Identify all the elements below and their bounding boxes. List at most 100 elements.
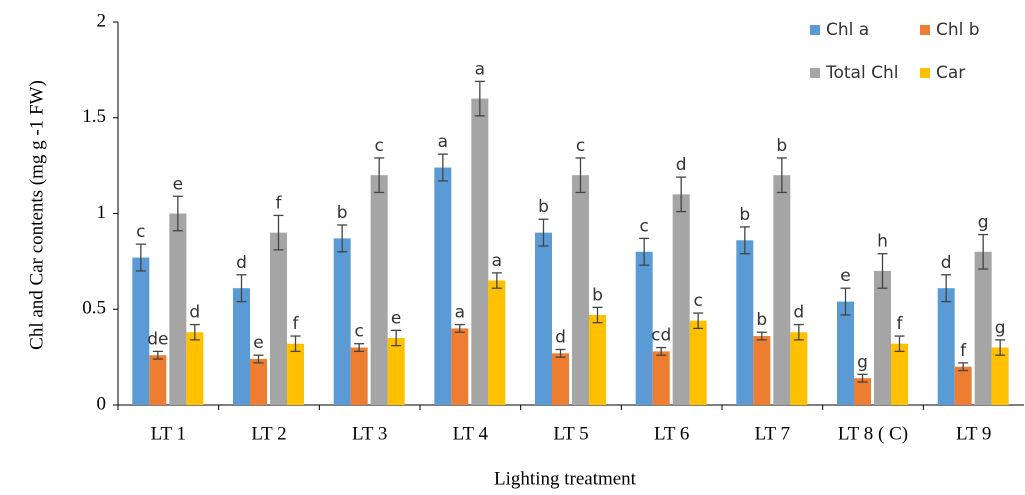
significance-letter: e: [253, 333, 263, 353]
error-bar: [739, 226, 750, 255]
y-tick-label: 1: [97, 202, 107, 223]
significance-letter: b: [538, 197, 549, 217]
significance-letter: e: [840, 266, 850, 286]
significance-letter: d: [676, 155, 687, 175]
bar: [370, 175, 388, 405]
error-bar: [555, 348, 566, 358]
significance-letter: a: [438, 132, 448, 152]
bar: [572, 175, 589, 405]
x-tick-label: LT 9: [956, 423, 991, 444]
significance-letter: c: [374, 136, 383, 156]
significance-letter: d: [793, 303, 804, 323]
x-tick-label: LT 6: [654, 423, 689, 444]
significance-letter: b: [756, 310, 767, 330]
significance-letter: d: [555, 327, 566, 347]
significance-letter: a: [475, 59, 485, 79]
significance-letter: f: [276, 193, 283, 213]
y-axis-title: Chl and Car contents (mg g -1 FW): [26, 80, 47, 350]
bar: [689, 320, 707, 405]
bar: [451, 328, 469, 405]
error-bar: [354, 343, 365, 353]
bar: [991, 347, 1009, 405]
bar: [974, 251, 992, 405]
legend-label: Car: [936, 63, 965, 83]
significance-letter: b: [592, 285, 603, 305]
error-bar: [236, 274, 247, 303]
error-bar: [941, 274, 952, 303]
x-tick-label: LT 4: [453, 423, 489, 444]
significance-letter: d: [189, 303, 200, 323]
significance-letter: d: [941, 253, 952, 273]
error-bar: [337, 224, 348, 253]
bar: [434, 167, 452, 405]
bar: [773, 175, 791, 405]
bar: [874, 270, 891, 405]
error-bar: [538, 218, 549, 247]
legend-swatch: [810, 68, 820, 78]
significance-letter: b: [337, 203, 348, 223]
y-tick-label: 1.5: [82, 106, 106, 127]
x-tick-label: LT 7: [755, 423, 790, 444]
error-bar: [894, 335, 905, 353]
bar: [233, 288, 250, 405]
error-bar: [978, 233, 989, 270]
significance-letter: f: [897, 314, 904, 334]
error-bar: [877, 253, 888, 289]
x-tick-label: LT 8 ( C): [838, 423, 908, 444]
error-bar: [374, 157, 385, 194]
x-tick-label: LT 5: [553, 423, 588, 444]
bar: [552, 353, 569, 405]
bar: [350, 347, 368, 405]
legend-swatch: [920, 25, 930, 35]
error-bar: [592, 306, 603, 324]
bar: [635, 251, 653, 405]
bar: [891, 343, 908, 405]
significance-letter: cd: [651, 326, 671, 346]
significance-letter: b: [776, 136, 787, 156]
error-bar: [273, 214, 284, 251]
y-tick-label: 0: [97, 393, 107, 414]
bar: [854, 378, 871, 405]
error-bar: [575, 157, 586, 194]
error-bar: [290, 335, 301, 353]
error-bar: [437, 153, 448, 182]
x-tick-label: LT 3: [352, 423, 387, 444]
error-bar: [172, 195, 183, 232]
significance-letter: c: [639, 216, 648, 236]
error-bar: [776, 157, 787, 194]
error-bar: [857, 373, 868, 383]
x-tick-label: LT 1: [151, 423, 186, 444]
error-bar: [454, 323, 465, 333]
significance-letter: a: [492, 251, 502, 271]
significance-letter: c: [354, 322, 363, 342]
legend-label: Chl a: [826, 20, 869, 40]
bar: [333, 238, 351, 405]
error-bar: [958, 362, 969, 372]
significance-letter: a: [455, 303, 465, 323]
bar: [270, 232, 287, 405]
significance-letter: c: [693, 291, 702, 311]
bar: [132, 257, 150, 405]
error-bar: [840, 287, 851, 316]
significance-letter: de: [147, 329, 168, 349]
error-bar: [135, 243, 146, 272]
bar: [790, 332, 808, 405]
bar: [589, 314, 606, 405]
significance-letter: c: [136, 222, 145, 242]
bar: [287, 343, 304, 405]
legend-label: Chl b: [936, 20, 980, 40]
bar: [937, 288, 955, 405]
significance-letter: c: [576, 136, 585, 156]
error-bar: [491, 272, 502, 289]
error-bar: [639, 237, 650, 266]
error-bar: [152, 350, 163, 360]
bar: [753, 336, 771, 405]
legend-swatch: [810, 25, 820, 35]
significance-letter: g: [857, 352, 868, 372]
x-tick-label: LT 2: [251, 423, 286, 444]
bar: [736, 240, 754, 405]
bar: [250, 359, 267, 405]
bar: [471, 98, 489, 405]
significance-letter: f: [293, 314, 300, 334]
